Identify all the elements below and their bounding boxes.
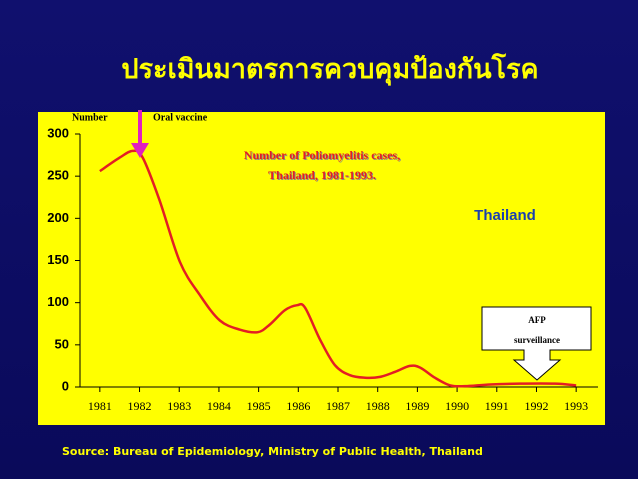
y-axis-title: Number bbox=[72, 112, 108, 123]
x-tick-label: 1981 bbox=[88, 399, 112, 413]
vaccine-arrowhead bbox=[131, 143, 149, 158]
chart-title: Thailand, 1981-1993. bbox=[268, 168, 376, 182]
y-tick-label: 300 bbox=[47, 125, 69, 140]
x-tick-label: 1983 bbox=[167, 399, 191, 413]
x-tick-label: 1982 bbox=[128, 399, 152, 413]
x-tick-label: 1989 bbox=[405, 399, 429, 413]
chart-title: Number of Poliomyelitis cases, bbox=[244, 148, 400, 162]
afp-label: surveillance bbox=[514, 335, 560, 345]
x-tick-label: 1984 bbox=[207, 399, 231, 413]
x-tick-label: 1987 bbox=[326, 399, 350, 413]
y-tick-label: 100 bbox=[47, 294, 69, 309]
chart-title-shadow: Number of Poliomyelitis cases, bbox=[245, 149, 401, 163]
x-tick-label: 1985 bbox=[247, 399, 271, 413]
line bbox=[99, 149, 577, 388]
afp-label: AFP bbox=[528, 315, 546, 325]
x-tick-label: 1986 bbox=[286, 399, 310, 413]
vaccine-label: Oral vaccine bbox=[153, 112, 208, 123]
source: Source: Bureau of Epidemiology, Ministry… bbox=[62, 445, 483, 458]
x-tick-label: 1992 bbox=[524, 399, 548, 413]
y-tick-label: 200 bbox=[47, 210, 69, 225]
y-tick-label: 250 bbox=[47, 168, 69, 183]
series-label: Thailand bbox=[474, 207, 536, 224]
x-tick-label: 1990 bbox=[445, 399, 469, 413]
x-tick-label: 1991 bbox=[485, 399, 509, 413]
afp-callout bbox=[481, 306, 592, 381]
chart-title-shadow: Thailand, 1981-1993. bbox=[269, 169, 377, 183]
slide-title: ประเมินมาตรการควบคุมป้องกันโรค bbox=[121, 52, 538, 86]
x-tick-label: 1988 bbox=[366, 399, 390, 413]
x-tick-label: 1993 bbox=[564, 399, 588, 413]
y-tick-label: 50 bbox=[55, 336, 69, 351]
y-tick-label: 0 bbox=[62, 378, 69, 393]
chart-panel bbox=[38, 112, 605, 425]
y-tick-label: 150 bbox=[47, 252, 69, 267]
